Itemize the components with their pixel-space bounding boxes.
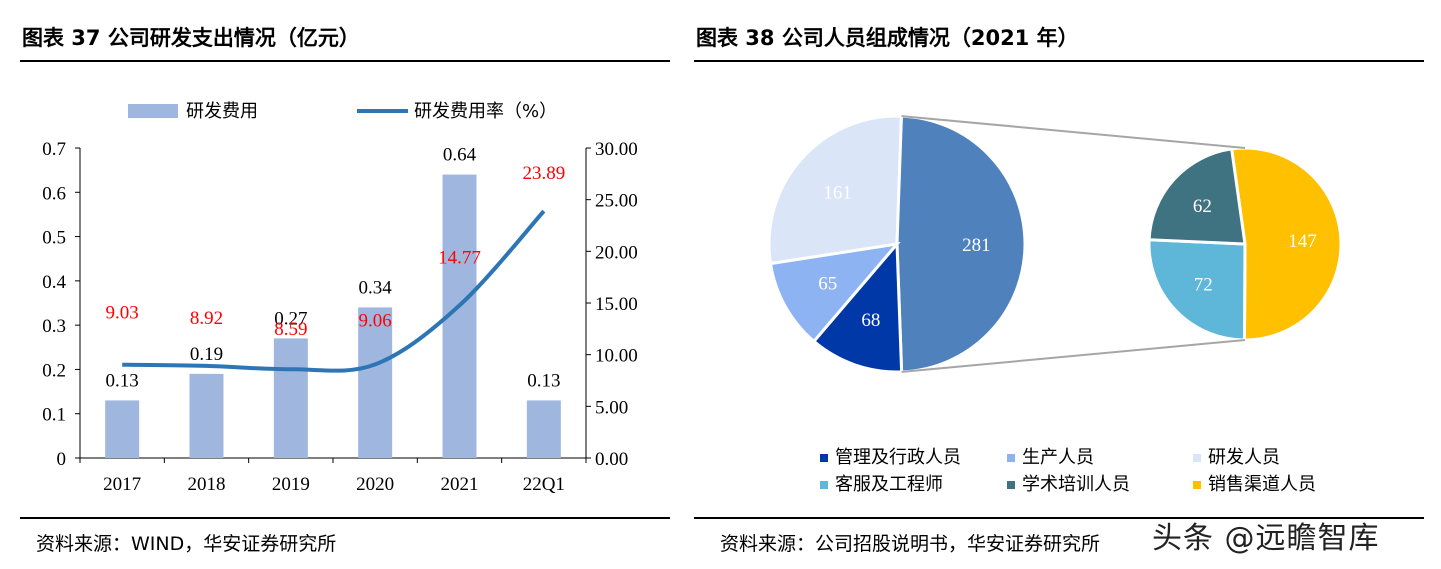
y-tick-label-right: 5.00: [595, 397, 628, 418]
line-data-label: 14.77: [438, 247, 481, 268]
y-tick-label-right: 0.00: [595, 449, 628, 470]
title-rule-left: [20, 60, 670, 62]
line-data-label: 9.06: [359, 310, 392, 331]
legend-label: 研发人员: [1208, 447, 1280, 468]
breakout-slice-label: 147: [1288, 231, 1317, 252]
bar: [526, 400, 561, 458]
line-data-label: 9.03: [106, 303, 139, 324]
chart-title-left: 图表 37 公司研发支出情况（亿元）: [22, 26, 360, 50]
bar: [189, 373, 224, 458]
x-tick-label: 22Q1: [523, 474, 565, 495]
legend-label: 管理及行政人员: [835, 447, 961, 468]
y-tick-label-right: 10.00: [595, 346, 638, 367]
y-tick-label-left: 0.7: [42, 139, 66, 160]
bar-data-label: 0.19: [190, 344, 223, 365]
source-note-right: 资料来源：公司招股说明书，华安证券研究所: [720, 533, 1101, 555]
breakout-slice-label: 62: [1193, 196, 1212, 217]
legend-swatch-bar: [128, 104, 178, 118]
legend-swatch: [1193, 454, 1201, 462]
legend-swatch: [1007, 454, 1015, 462]
breakout-slice-label: 72: [1194, 275, 1213, 296]
bar-data-label: 0.64: [443, 145, 477, 166]
y-tick-label-left: 0.3: [42, 316, 66, 337]
breakout-slice: [1229, 146, 1343, 342]
legend-swatch: [820, 481, 828, 489]
chart-title-right: 图表 38 公司人员组成情况（2021 年）: [696, 26, 1079, 50]
y-tick-label-left: 0.1: [42, 405, 66, 426]
x-tick-label: 2019: [272, 474, 310, 495]
y-tick-label-left: 0.5: [42, 228, 66, 249]
y-tick-label-left: 0.6: [42, 183, 66, 204]
legend-label-bar: 研发费用: [186, 101, 258, 122]
pie-slice-label: 161: [823, 182, 852, 203]
bar-data-label: 0.13: [527, 370, 560, 391]
bar-data-label: 0.34: [359, 277, 393, 298]
pie-slice: [895, 114, 1027, 374]
legend-swatch: [1193, 481, 1201, 489]
rd-expense-chart: 0 0.1 0.2 0.3 0.4 0.5 0.6 0.7 0.00 5.00 10.00 15.00…: [42, 101, 638, 495]
legend-label: 学术培训人员: [1022, 474, 1130, 495]
pie-slice: [768, 241, 901, 344]
x-tick-label: 2017: [103, 474, 141, 495]
legend-label-line: 研发费用率（%）: [414, 101, 557, 122]
x-tick-label: 2018: [188, 474, 226, 495]
y-tick-label-right: 25.00: [595, 191, 638, 212]
title-rule-right: [694, 60, 1424, 62]
pie-slice-label: 65: [818, 274, 837, 295]
bar-data-label: 0.27: [274, 308, 307, 329]
x-tick-label: 2021: [441, 474, 479, 495]
pie-slice: [811, 240, 904, 374]
x-tick-label: 2020: [356, 474, 394, 495]
line-data-label: 8.92: [190, 308, 223, 329]
source-rule-left: [20, 517, 670, 519]
legend-label: 销售渠道人员: [1208, 474, 1316, 495]
pie-slice-label: 68: [861, 310, 880, 331]
line-data-label: 23.89: [522, 163, 565, 184]
source-rule-right: [694, 517, 1424, 519]
legend-swatch: [820, 454, 828, 462]
bar: [105, 400, 140, 458]
rd-rate-line: [122, 209, 546, 373]
legend-label: 生产人员: [1022, 447, 1094, 468]
y-tick-label-right: 15.00: [595, 294, 638, 315]
breakout-slice: [1147, 147, 1247, 246]
bar-data-label: 0.13: [106, 370, 139, 391]
y-tick-label-right: 30.00: [595, 139, 638, 160]
legend-swatch: [1007, 481, 1015, 489]
y-tick-label-left: 0: [57, 449, 67, 470]
bar: [358, 307, 393, 458]
breakout-slice: [1147, 238, 1247, 342]
legend-label: 客服及工程师: [835, 474, 943, 495]
source-note-left: 资料来源：WIND，华安证券研究所: [36, 533, 337, 555]
watermark: 头条 @远瞻智库: [1152, 521, 1380, 556]
y-tick-label-left: 0.4: [42, 272, 66, 293]
line-data-label: 8.59: [274, 319, 307, 340]
y-tick-label-left: 0.2: [42, 360, 66, 381]
pie-slice: [767, 114, 904, 266]
connector-line-top: [901, 115, 1246, 149]
connector-line-bottom: [901, 339, 1246, 373]
y-tick-label-right: 20.00: [595, 242, 638, 263]
bar: [273, 338, 308, 458]
pie-slice-label: 281: [962, 235, 991, 256]
